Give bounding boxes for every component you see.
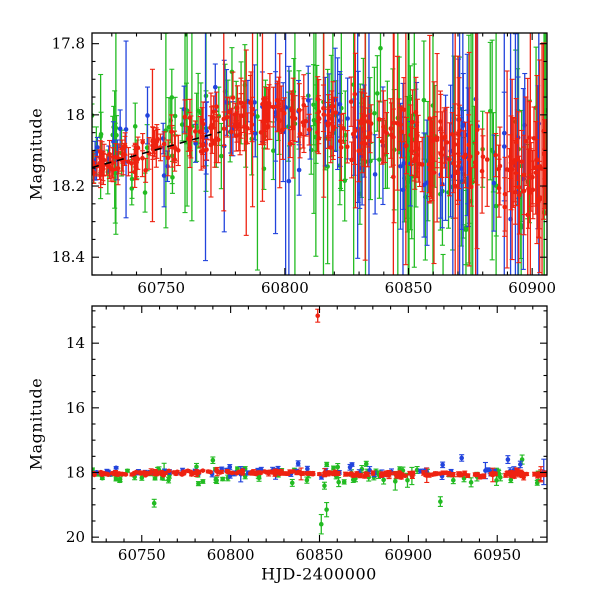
x-axis-label: HJD-2400000 [261, 564, 377, 584]
y-axis-label-top: Magnitude [26, 107, 46, 201]
svg-text:60800: 60800 [207, 546, 255, 564]
svg-text:14: 14 [66, 334, 85, 352]
svg-text:60750: 60750 [137, 279, 185, 297]
svg-text:18.4: 18.4 [52, 248, 85, 266]
svg-text:60950: 60950 [473, 546, 521, 564]
svg-text:17.8: 17.8 [52, 35, 85, 53]
svg-text:18: 18 [66, 463, 85, 481]
svg-text:60750: 60750 [118, 546, 166, 564]
y-axis-label-bottom: Magnitude [26, 377, 46, 471]
svg-text:60850: 60850 [296, 546, 344, 564]
svg-text:20: 20 [66, 528, 85, 546]
svg-text:60850: 60850 [385, 279, 433, 297]
svg-text:18.2: 18.2 [52, 177, 85, 195]
svg-text:60900: 60900 [385, 546, 433, 564]
svg-text:16: 16 [66, 399, 85, 417]
svg-text:60800: 60800 [261, 279, 309, 297]
svg-text:60900: 60900 [508, 279, 556, 297]
svg-text:18: 18 [66, 106, 85, 124]
